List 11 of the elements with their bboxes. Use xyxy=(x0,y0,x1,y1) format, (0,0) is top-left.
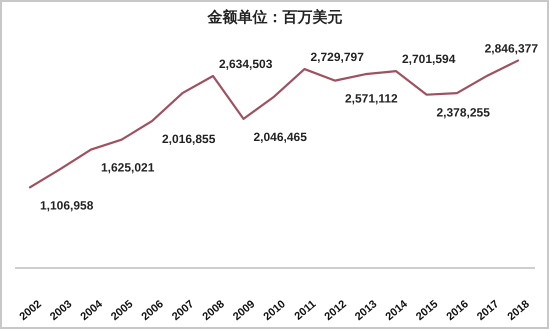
data-label: 2,701,594 xyxy=(402,52,456,66)
data-label: 2,846,377 xyxy=(484,42,538,56)
data-label: 2,634,503 xyxy=(219,57,273,71)
chart-title: 金额单位：百万美元 xyxy=(206,8,342,26)
data-label: 2,046,465 xyxy=(254,130,308,144)
data-label: 2,571,112 xyxy=(345,92,398,106)
data-label: 2,016,855 xyxy=(162,132,216,146)
data-label: 2,378,255 xyxy=(436,106,490,120)
data-label: 2,729,797 xyxy=(310,50,364,64)
data-label: 1,106,958 xyxy=(40,198,94,212)
data-label: 1,625,021 xyxy=(101,160,155,175)
